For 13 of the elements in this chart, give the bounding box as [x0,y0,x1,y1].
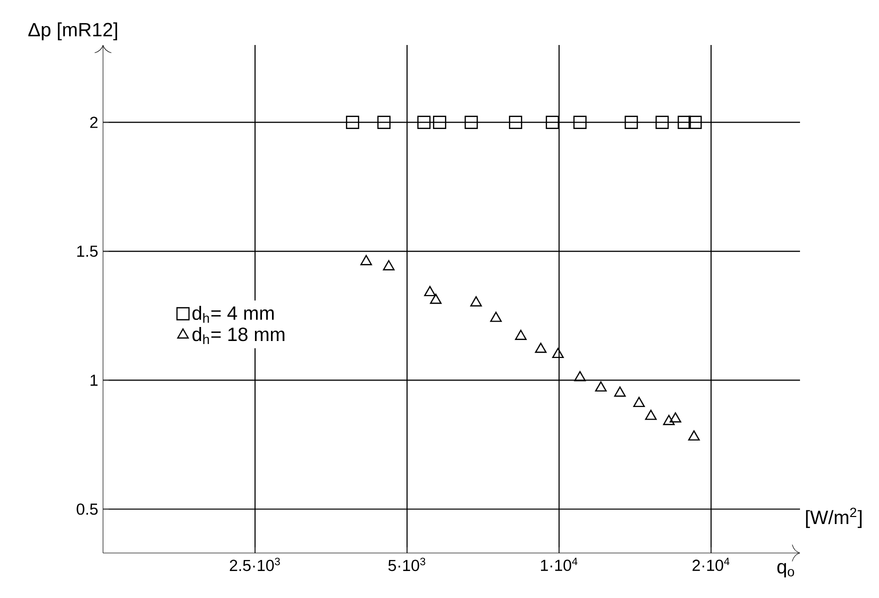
x-tick-label: 1·10$^{4}$ [540,558,578,571]
y-tick-label: 1.5 [77,246,98,257]
text: [W/m$^{2}$] [806,508,862,528]
legend-label: d$_{h}$= 18 mm [192,327,284,344]
y-tick-label: 2 [90,116,98,128]
x-tick-label: 2·10$^{4}$ [692,558,730,571]
y-tick-label: 0.5 [76,503,98,515]
y-axis-title: Δp [mR12] [28,22,118,40]
x-tick-label: 2.5·10$^{3}$ [230,558,280,572]
x-axis-title: q$_{o}$ [777,563,794,578]
y-tick-label: 1 [90,374,98,386]
x-tick-label: 5·10$^{3}$ [388,558,426,572]
legend-label: d$_{h}$= 4 mm [192,306,274,323]
